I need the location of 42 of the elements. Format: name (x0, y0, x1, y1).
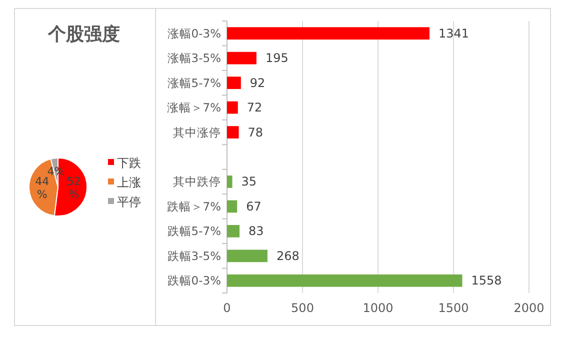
bar (227, 176, 232, 188)
y-tick-label: 其中跌停 (173, 174, 221, 189)
x-tick-label: 500 (291, 301, 314, 315)
x-tick-label: 1000 (362, 301, 394, 315)
legend-label: 上涨 (117, 176, 141, 190)
bar (227, 52, 256, 64)
bar (227, 101, 238, 114)
data-label: 72 (246, 100, 262, 115)
data-label: 35 (241, 174, 257, 189)
bar (227, 76, 241, 89)
y-tick-label: 其中涨停 (173, 125, 221, 140)
legend-label: 平停 (117, 195, 141, 209)
y-tick-label: 涨幅0-3% (167, 26, 222, 40)
bar (227, 126, 239, 138)
data-label: 67 (246, 199, 262, 214)
x-tick-label: 1500 (438, 301, 469, 315)
bar (227, 274, 462, 287)
x-tick-label: 0 (223, 301, 231, 315)
chart-title: 个股强度 (47, 24, 120, 45)
y-tick-label: 跌幅3-5% (167, 248, 222, 263)
data-label: 78 (248, 125, 264, 140)
data-label: 83 (248, 224, 264, 238)
data-label: 52% (66, 175, 81, 201)
data-label: 92 (250, 76, 266, 90)
data-label: 4% (47, 165, 65, 178)
data-label: 44% (35, 175, 50, 201)
y-tick-label: 跌幅＞7% (166, 199, 222, 214)
y-tick-label: 涨幅5-7% (167, 76, 222, 90)
bar (227, 200, 238, 213)
y-tick-label: 涨幅＞7% (166, 100, 222, 115)
bar (227, 250, 268, 262)
y-tick-label: 涨幅3-5% (167, 51, 222, 66)
y-tick-label: 跌幅5-7% (167, 224, 222, 238)
data-label: 195 (265, 51, 288, 66)
data-label: 1341 (438, 26, 470, 40)
bar (227, 225, 240, 238)
data-label: 268 (276, 248, 300, 263)
y-tick-label: 跌幅0-3% (167, 274, 222, 288)
x-tick-label: 2000 (514, 301, 544, 315)
data-label: 1558 (471, 274, 502, 288)
bar (227, 27, 430, 40)
legend-label: 下跌 (117, 156, 141, 170)
